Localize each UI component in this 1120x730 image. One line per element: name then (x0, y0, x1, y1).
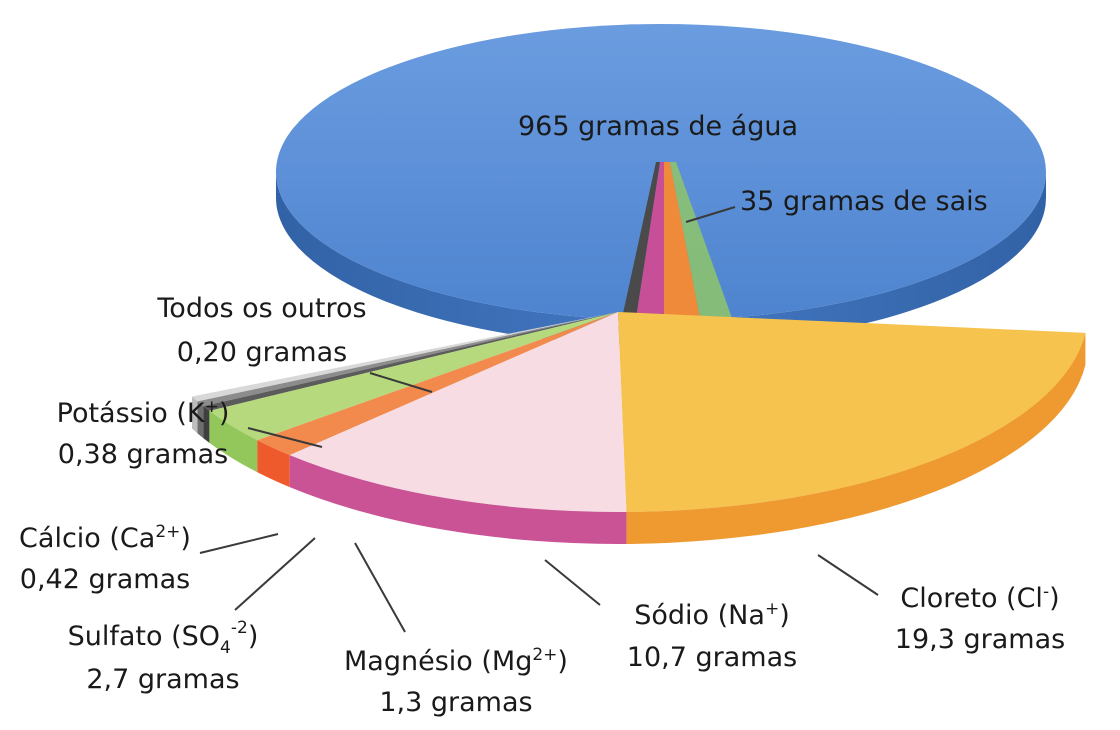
fan-top-outros (192, 312, 618, 402)
label-sulfato-amount: 2,7 gramas (86, 664, 239, 695)
leader-cloreto (817, 554, 879, 596)
labels: 965 gramas de água 35 gramas de sais Tod… (19, 111, 1065, 718)
fan-side-bands (192, 332, 1086, 544)
fan-top-potassio (197, 312, 618, 407)
leader-sodio (544, 559, 601, 606)
label-calcio-amount: 0,42 gramas (20, 564, 190, 595)
fan-top-magnesio (257, 312, 618, 456)
label-sodio-amount: 10,7 gramas (627, 642, 797, 673)
salts-wedge-green (670, 162, 732, 318)
fan-side-sodio (289, 455, 627, 544)
label-outros-amount: 0,20 gramas (177, 337, 347, 368)
salts-fan (192, 312, 1086, 544)
leader-calcio (199, 533, 279, 554)
fan-side-potassio (197, 401, 204, 439)
label-cloreto-name: Cloreto (Cl-) (900, 582, 1059, 614)
label-magnesio-name: Magnésio (Mg2+) (344, 645, 568, 677)
leader-potassio (247, 427, 323, 448)
label-sulfato-name: Sulfato (SO4-2) (68, 618, 259, 658)
leader-sulfato (234, 537, 316, 611)
label-potassio-name: Potássio (K+) (57, 397, 230, 429)
label-salts: 35 gramas de sais (740, 186, 988, 217)
label-potassio-amount: 0,38 gramas (58, 439, 228, 470)
fan-side-sulfato (209, 410, 258, 473)
leader-salts (685, 206, 736, 223)
fan-side-outros (192, 396, 198, 434)
salts-wedge-orange (663, 162, 700, 318)
salts-wedge-dark (622, 162, 660, 318)
label-sodio-name: Sódio (Na+) (634, 599, 789, 631)
fan-top-calcio (203, 312, 618, 411)
fan-side-cloreto (626, 332, 1086, 544)
leader-lines (199, 206, 879, 633)
label-water: 965 gramas de água (518, 111, 798, 142)
fan-top-surfaces (192, 312, 1086, 512)
fan-side-magnesio (257, 440, 290, 488)
leader-outros (369, 372, 433, 393)
label-outros-name: Todos os outros (156, 293, 366, 324)
label-cloreto-amount: 19,3 gramas (895, 624, 1065, 655)
fan-top-cloreto (618, 312, 1086, 512)
fan-side-calcio (203, 406, 210, 443)
salts-wedge-pink (636, 162, 664, 318)
label-calcio-name: Cálcio (Ca2+) (19, 522, 191, 554)
leader-magnesio (354, 542, 406, 633)
fan-top-sodio (289, 312, 627, 512)
salts-wedge-in-disc (622, 162, 732, 318)
fan-top-sulfato (209, 312, 618, 441)
water-disc-side (276, 172, 1046, 346)
label-magnesio-amount: 1,3 gramas (379, 687, 532, 718)
